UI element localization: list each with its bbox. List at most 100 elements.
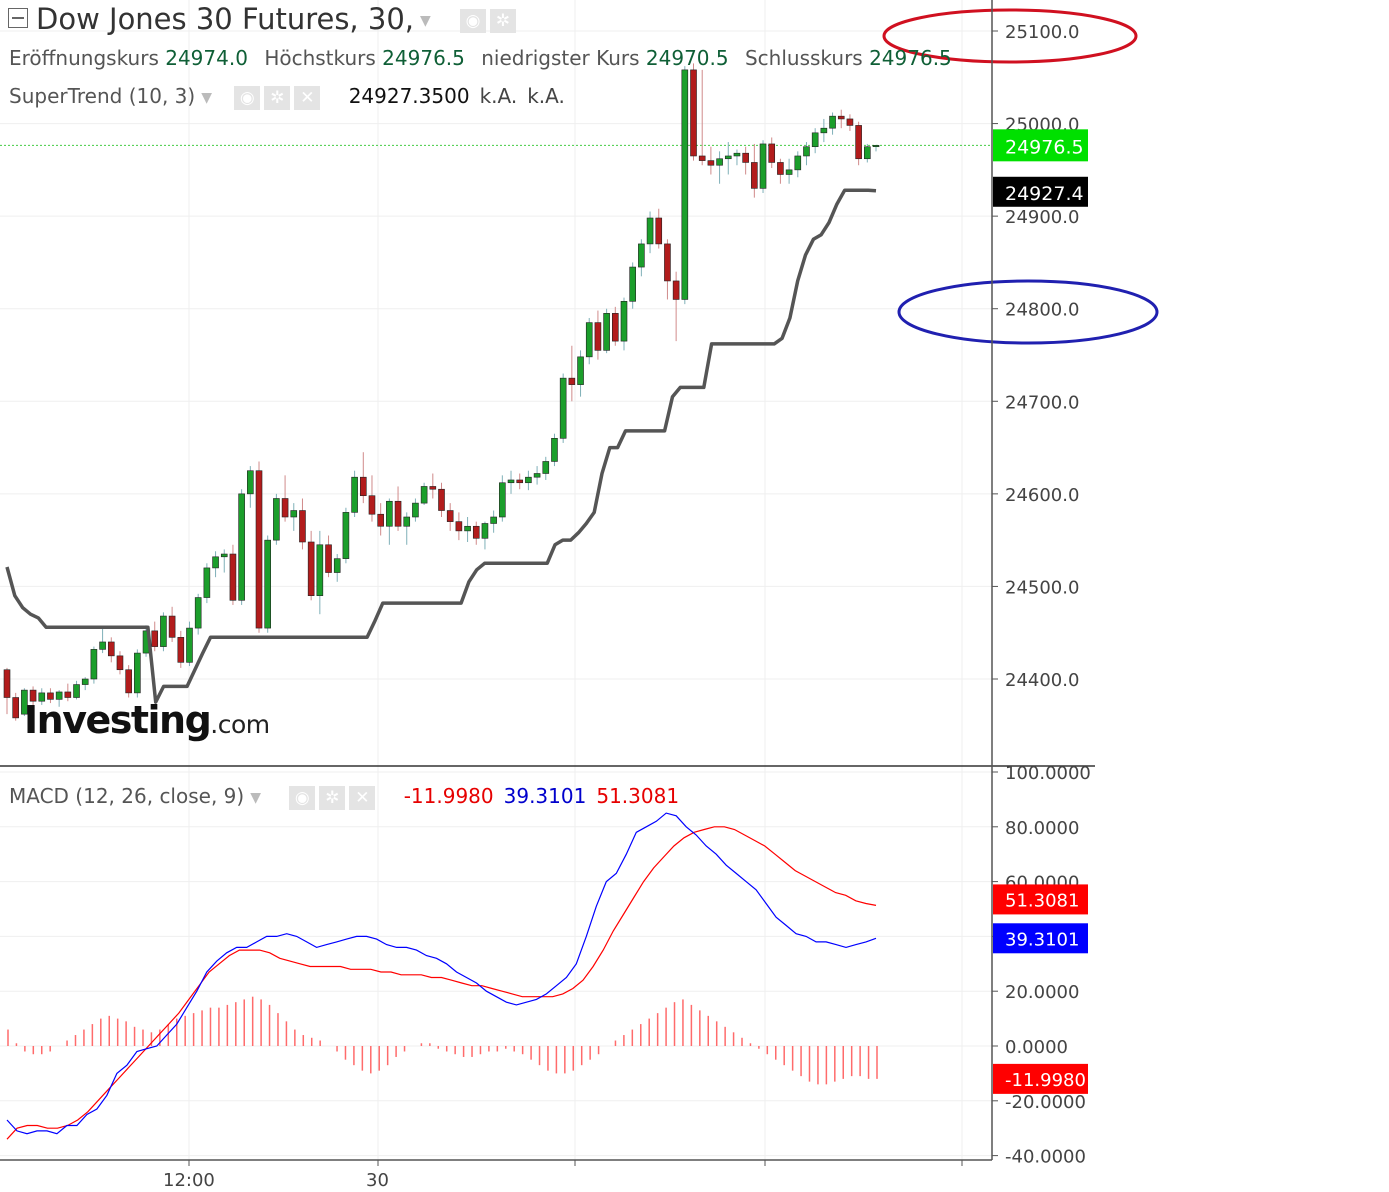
candle-body xyxy=(21,689,28,715)
y-tick-label: 24900.0 xyxy=(1005,207,1079,228)
candle-body xyxy=(394,500,402,527)
y-tick-label: 24400.0 xyxy=(1005,670,1079,691)
candle-body xyxy=(829,115,836,129)
gear-icon[interactable]: ✲ xyxy=(490,9,516,33)
gear-icon[interactable]: ✲ xyxy=(264,85,291,110)
candle-body xyxy=(864,146,871,160)
candle-body xyxy=(255,470,263,629)
candle-body xyxy=(194,597,202,629)
y-tick-label: 24800.0 xyxy=(1005,300,1079,321)
close-icon[interactable]: ✕ xyxy=(349,785,376,810)
macd-legend: MACD (12, 26, close, 9) ▼ ◉ ✲ ✕ -11.9980 39.… xyxy=(9,784,679,810)
candle-body xyxy=(551,438,558,462)
eye-icon[interactable]: ◉ xyxy=(289,785,316,810)
candle-body xyxy=(837,115,845,120)
candle-body xyxy=(559,377,567,439)
candle-body xyxy=(90,649,98,680)
candle-body xyxy=(724,155,732,160)
caret-down-icon[interactable]: ▼ xyxy=(250,789,261,806)
close-label: Schlusskurs xyxy=(744,46,863,70)
candle-body xyxy=(690,69,697,157)
candle-body xyxy=(803,146,810,157)
candle-body xyxy=(247,470,254,495)
candle-body xyxy=(759,143,767,189)
candle-body xyxy=(160,615,167,647)
candle-body xyxy=(55,691,63,700)
y-tick-label: 20.0000 xyxy=(1005,982,1079,1003)
candle-body xyxy=(629,266,636,302)
caret-down-icon[interactable]: ▼ xyxy=(201,89,212,106)
eye-icon[interactable]: ◉ xyxy=(234,85,261,110)
red-ellipse-annotation xyxy=(882,8,1138,64)
candle-body xyxy=(455,521,463,532)
y-tick-label: 25100.0 xyxy=(1005,22,1079,43)
candle-body xyxy=(533,473,541,478)
hist-badge xyxy=(993,1063,1088,1094)
candle-body xyxy=(220,553,228,558)
candle-body xyxy=(238,493,245,601)
candle-body xyxy=(99,641,106,650)
candle-body xyxy=(672,280,680,300)
candle-body xyxy=(516,479,524,484)
supertrend-name: SuperTrend (10, 3) xyxy=(9,84,196,108)
candle-body xyxy=(316,544,324,596)
candle-body xyxy=(47,692,54,700)
candle-body xyxy=(777,162,784,175)
candle-body xyxy=(525,476,532,484)
candle-body xyxy=(377,513,384,527)
supertrend-line xyxy=(5,188,877,704)
candle-body xyxy=(368,495,376,515)
hist-badge-label: -11.9980 xyxy=(1005,1070,1086,1091)
candle-body xyxy=(12,697,19,719)
logo-main: Investing xyxy=(24,698,212,742)
caret-down-icon[interactable]: ▼ xyxy=(420,13,431,29)
eye-icon[interactable]: ◉ xyxy=(460,9,486,33)
y-tick-label: 0.0000 xyxy=(1005,1037,1068,1058)
candle-body xyxy=(290,510,298,518)
supertrend-na-2: k.A. xyxy=(527,84,565,108)
macd-name: MACD (12, 26, close, 9) xyxy=(9,784,245,808)
high-label: Höchstkurs xyxy=(264,46,376,70)
signal-line xyxy=(6,826,877,1140)
candle-body xyxy=(751,162,758,189)
candle-body xyxy=(229,553,237,601)
investing-logo: Investing.com xyxy=(24,698,270,742)
close-icon[interactable]: ✕ xyxy=(294,85,321,110)
candle-body xyxy=(351,476,358,513)
signal-badge xyxy=(993,884,1088,915)
candle-body xyxy=(811,132,819,148)
y-tick-label: 80.0000 xyxy=(1005,818,1079,839)
candle-body xyxy=(585,322,593,358)
supertrend-value: 24927.3500 xyxy=(348,84,470,108)
candle-body xyxy=(151,630,159,647)
gear-icon[interactable]: ✲ xyxy=(319,785,346,810)
last-price-badge xyxy=(993,129,1088,162)
candle-body xyxy=(186,627,193,663)
candle-body xyxy=(81,678,89,685)
macd-line-value: 39.3101 xyxy=(503,784,587,808)
candle-body xyxy=(134,652,141,694)
candle-body xyxy=(785,169,793,175)
collapse-icon[interactable] xyxy=(8,8,28,28)
candle-body xyxy=(168,615,176,638)
macd-hist-value: -11.9980 xyxy=(403,784,494,808)
candle-body xyxy=(342,512,350,559)
candle-body xyxy=(359,476,367,497)
candle-body xyxy=(611,313,619,342)
candle-body xyxy=(542,461,550,474)
candle-body xyxy=(73,684,80,698)
candle-body xyxy=(29,689,37,702)
candle-body xyxy=(264,539,272,629)
macd-signal-value: 51.3081 xyxy=(596,784,680,808)
candle-body xyxy=(594,322,602,351)
y-tick-label: 100.0000 xyxy=(1005,763,1091,784)
open-label: Eröffnungskurs xyxy=(9,46,159,70)
candle-body xyxy=(403,516,411,527)
candle-body xyxy=(568,377,576,385)
y-tick-label: -20.0000 xyxy=(1005,1092,1086,1113)
supertrend-na-1: k.A. xyxy=(479,84,518,108)
candle-body xyxy=(325,544,332,573)
candle-body xyxy=(281,498,289,518)
low-value: 24970.5 xyxy=(645,46,729,70)
